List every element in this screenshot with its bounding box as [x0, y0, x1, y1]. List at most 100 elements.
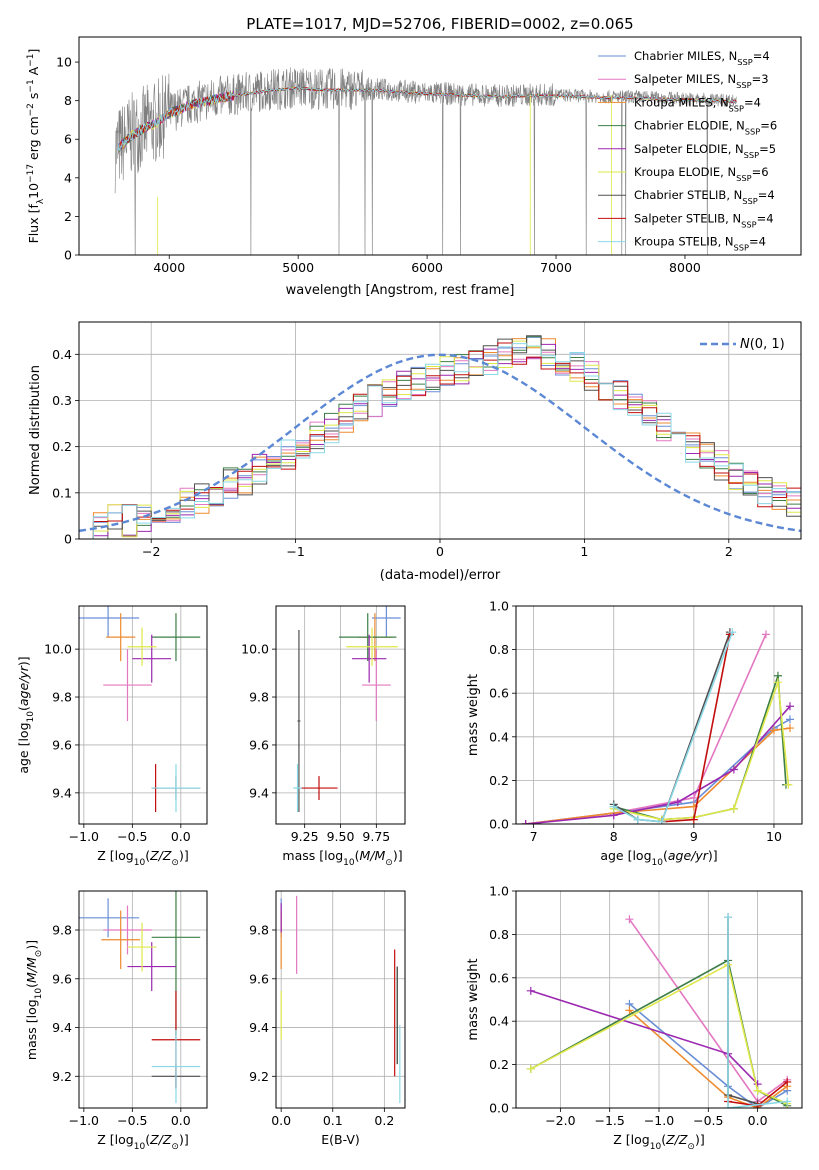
weight-series-line [613, 631, 734, 823]
x-tick-label: 0.2 [374, 1113, 394, 1128]
y-tick-label: 2 [64, 209, 72, 224]
model-spectrum-line [117, 86, 737, 155]
x-tick-label: 9.25 [291, 829, 319, 844]
weight-point-marker [761, 630, 770, 639]
x-tick-label: 2 [725, 544, 733, 559]
y-axis-label: Normed distribution [28, 365, 43, 495]
x-tick-label: −2 [142, 544, 160, 559]
weight-series-line [613, 675, 787, 821]
weight-point-marker [657, 817, 666, 824]
y-tick-label: 9.4 [52, 1020, 72, 1035]
x-tick-label: −2.0 [545, 1113, 575, 1128]
weight-point-marker [785, 702, 794, 711]
x-tick-label: −0.5 [693, 1113, 723, 1128]
x-tick-label: 4000 [153, 260, 185, 275]
x-tick-label: 0.0 [171, 829, 191, 844]
weight-point-marker [769, 726, 778, 735]
y-tick-label: 4 [64, 170, 72, 185]
y-tick-label: 0.4 [52, 347, 72, 362]
weight-point-marker [773, 678, 782, 687]
x-tick-label: 5000 [282, 260, 314, 275]
weight-series-line [525, 705, 791, 824]
y-tick-label: 1.0 [489, 599, 509, 614]
y-tick-label: 0.2 [52, 439, 72, 454]
weight-point-marker [753, 1086, 762, 1095]
y-tick-label: 10 [56, 55, 72, 70]
y-tick-label: 9.4 [249, 1020, 269, 1035]
y-tick-label: 8 [64, 93, 72, 108]
weight-point-marker [625, 915, 634, 924]
x-tick-label: 9 [690, 829, 698, 844]
figure-title: PLATE=1017, MJD=52706, FIBERID=0002, z=0… [246, 15, 633, 33]
weight-point-marker [784, 780, 793, 789]
spectrum-panel: 4000 5000 6000 7000 8000 0 2 4 6 8 10 wavelength [A… [26, 36, 802, 298]
weight-series-line [613, 682, 790, 821]
y-tick-label: 9.6 [52, 971, 72, 986]
x-tick-label: −1.0 [644, 1113, 674, 1128]
normal-curve [79, 353, 801, 533]
weight-point-marker [728, 628, 737, 637]
legend-label: Kroupa STELIB, NSSP=4 [634, 235, 766, 253]
residuals-panel: −2 −1 0 1 2 0 0.1 0.2 0.3 0.4 (data-model)/error No… [28, 321, 802, 583]
legend-label: Salpeter STELIB, NSSP=4 [634, 211, 774, 229]
legend-label: Salpeter ELODIE, NSSP=5 [634, 142, 776, 160]
weight-vs-metallicity-panel: −2.0 −1.5 −1.0 −0.5 0.0 0.0 0.2 0.4 0.6 0.8 1.0 mas… [466, 884, 803, 1152]
legend-label: Salpeter MILES, NSSP=3 [634, 72, 769, 90]
y-axis-label: age [log10(age/yr)] [16, 656, 36, 773]
x-axis-label: E(B-V) [321, 1132, 360, 1147]
weight-point-marker [724, 1104, 733, 1108]
weight-point-marker [729, 765, 738, 774]
x-axis-label: age [log10(age/yr)] [600, 848, 717, 868]
axes-frame [275, 890, 406, 1109]
y-tick-label: 0.4 [489, 1014, 509, 1029]
weight-series-line [525, 718, 791, 824]
y-tick-label: 9.8 [52, 690, 72, 705]
weight-point-marker [689, 793, 698, 802]
y-tick-label: 0 [64, 532, 72, 547]
weight-series-line [628, 1003, 788, 1108]
y-tick-label: 9.6 [249, 737, 269, 752]
axes-frame [78, 890, 208, 1109]
y-tick-label: 0.8 [489, 642, 509, 657]
x-tick-label: 0.0 [271, 1113, 291, 1128]
weight-series-line [530, 990, 759, 1085]
x-tick-label: 0.1 [323, 1113, 343, 1128]
y-tick-label: 9.4 [52, 785, 72, 800]
x-axis-label: (data-model)/error [380, 568, 501, 583]
x-tick-label: 9.50 [327, 829, 355, 844]
weight-point-marker [526, 986, 535, 995]
weight-series-line [525, 633, 767, 824]
weight-point-marker [724, 913, 733, 922]
axes-frame [275, 605, 406, 825]
x-tick-label: 7 [530, 829, 538, 844]
x-tick-label: 0.0 [748, 1113, 768, 1128]
axes-frame [515, 890, 803, 1109]
y-tick-label: 0.6 [489, 686, 509, 701]
legend: Chabrier MILES, NSSP=4 Salpeter MILES, NS… [598, 49, 777, 253]
y-tick-label: 0.8 [489, 927, 509, 942]
x-tick-label: −1.5 [595, 1113, 625, 1128]
y-tick-label: 0.1 [52, 485, 72, 500]
mass-vs-metallicity-panel: −1.0 −0.5 0.0 9.2 9.4 9.6 9.8 Z [log10(Z/Z⊙)] ma… [24, 890, 208, 1152]
x-tick-label: −0.5 [117, 829, 147, 844]
y-tick-label: 10.0 [44, 642, 72, 657]
y-axis-label: Flux [fλ10−17 erg cm−2 s−1 A−1] [26, 49, 46, 244]
weight-series-line [525, 727, 791, 824]
x-tick-label: 10 [766, 829, 782, 844]
weight-point-marker [521, 820, 530, 824]
y-tick-label: 9.8 [249, 923, 269, 938]
y-tick-label: 0.2 [489, 1057, 509, 1072]
weight-point-marker [729, 804, 738, 813]
y-tick-label: 9.8 [52, 923, 72, 938]
x-axis-label: Z [log10(Z/Z⊙)] [97, 848, 188, 868]
x-tick-label: 8000 [669, 260, 701, 275]
x-axis-label: Z [log10(Z/Z⊙)] [613, 1132, 704, 1152]
weight-point-marker [609, 802, 618, 811]
y-tick-label: 0.0 [489, 1101, 509, 1116]
weight-point-marker [625, 1006, 634, 1015]
y-tick-label: 9.6 [52, 737, 72, 752]
weight-point-marker [689, 815, 698, 824]
legend-label: Chabrier STELIB, NSSP=4 [634, 188, 775, 206]
axes-frame [78, 321, 802, 540]
x-tick-label: 0 [436, 544, 444, 559]
